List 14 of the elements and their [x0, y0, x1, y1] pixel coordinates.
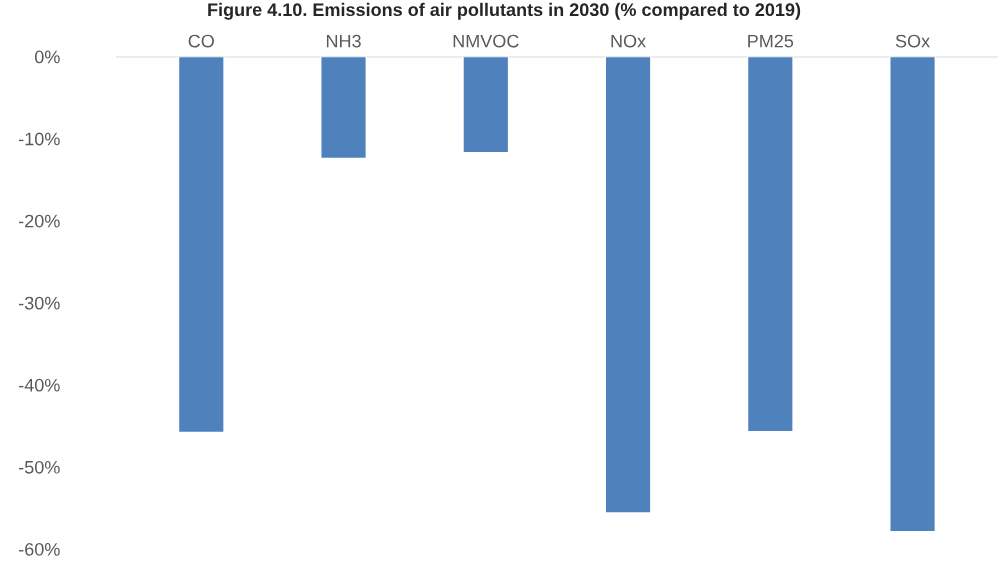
y-tick-label: -50% — [19, 460, 60, 474]
x-tick-label: PM25 — [748, 34, 794, 48]
y-tick-label: -60% — [19, 542, 60, 556]
chart-title: Figure 4.10. Emissions of air pollutants in 2030 (% compared to 2019) — [208, 2, 801, 20]
y-tick-label: -40% — [19, 378, 60, 392]
x-tick-label: NMVOC — [453, 34, 519, 48]
y-tick-label: -10% — [19, 132, 60, 146]
y-tick-label: -30% — [19, 296, 60, 310]
x-tick-label: NH3 — [326, 34, 361, 48]
y-tick-label: 0% — [34, 50, 60, 64]
x-tick-label: SOx — [895, 34, 930, 48]
x-tick-label: NOx — [611, 34, 646, 48]
y-tick-label: -20% — [19, 214, 60, 228]
x-tick-label: CO — [188, 34, 214, 48]
